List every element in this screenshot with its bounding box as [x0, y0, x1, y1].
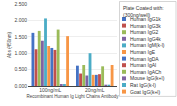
svg-text:0.500: 0.500: [14, 66, 27, 72]
svg-text:Recombinant Human Ig Light Cha: Recombinant Human Ig Light Chains Antibo…: [26, 94, 119, 99]
svg-text:Plate Coated with:: Plate Coated with:: [123, 5, 164, 11]
svg-text:Human IgDA: Human IgDA: [130, 56, 159, 62]
svg-text:Human IgM(k-l): Human IgM(k-l): [130, 42, 165, 48]
svg-text:1.500: 1.500: [14, 34, 27, 40]
svg-text:2.500: 2.500: [14, 1, 27, 7]
svg-text:Goat IgG(k+l): Goat IgG(k+l): [130, 89, 160, 95]
svg-text:Rat IgG(k-l): Rat IgG(k-l): [130, 82, 156, 88]
svg-text:Human IgG1k: Human IgG1k: [130, 16, 161, 22]
svg-text:20ng/mL: 20ng/mL: [85, 87, 105, 93]
svg-text:Mouse IgG(k+l): Mouse IgG(k+l): [130, 75, 165, 81]
svg-text:Human IgG3k: Human IgG3k: [130, 23, 161, 29]
svg-text:100ng/mL: 100ng/mL: [39, 87, 61, 93]
svg-text:Human IgE: Human IgE: [130, 49, 156, 55]
svg-text:Human IgAl: Human IgAl: [130, 62, 156, 68]
svg-text:Human IgG2: Human IgG2: [130, 29, 159, 35]
svg-text:Human IgG4k: Human IgG4k: [130, 36, 161, 42]
svg-text:Abs (450nm): Abs (450nm): [7, 32, 12, 58]
svg-text:Human IgACh: Human IgACh: [130, 69, 162, 75]
svg-text:2.000: 2.000: [14, 17, 27, 23]
svg-text:0.000: 0.000: [14, 83, 27, 89]
svg-text:(300ng/well): (300ng/well): [123, 12, 151, 18]
svg-text:1.000: 1.000: [14, 50, 27, 56]
